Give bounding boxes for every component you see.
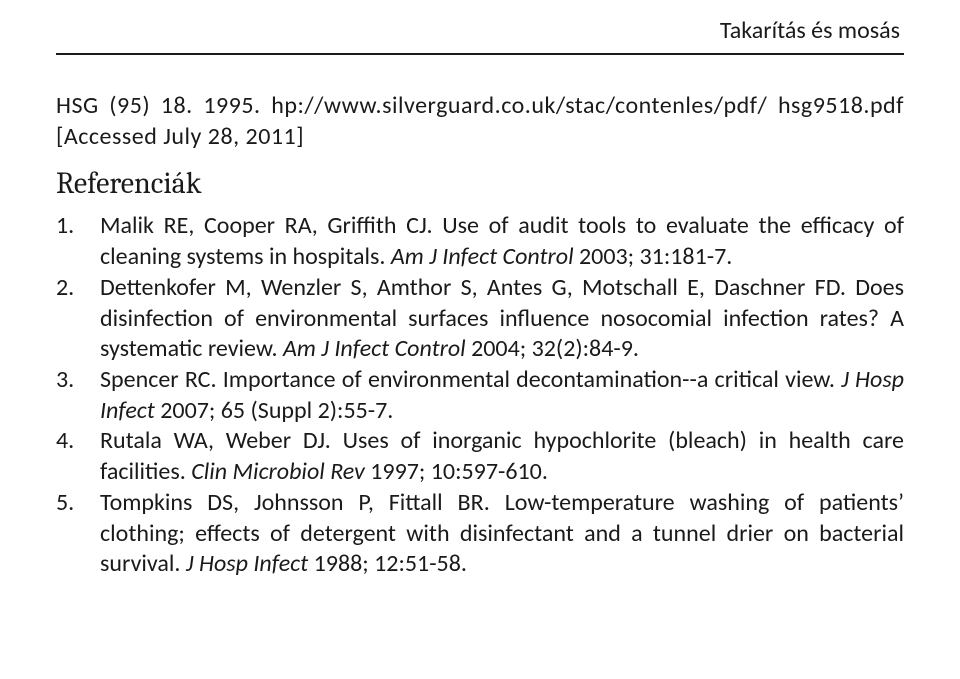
reference-item: Spencer RC. Importance of environmental … [100, 365, 904, 426]
intro-text-b: p://www.silverguard.co.uk/sta [284, 91, 595, 120]
reference-item: Rutala WA, Weber DJ. Uses of inorganic h… [100, 426, 904, 487]
reference-text: 2004; 32(2):84-9. [466, 334, 639, 363]
reference-journal: J Hosp Infect [186, 549, 308, 578]
reference-text: 2007; 65 (Suppl 2):55-7. [155, 396, 394, 425]
intro-text-c: c/conten [595, 91, 685, 120]
reference-text: 1997; 10:597-610. [365, 457, 548, 486]
reference-item: Dettenkofer M, Wenzler S, Amthor S, Ante… [100, 273, 904, 365]
reference-journal: Clin Microbiol Rev [191, 457, 365, 486]
running-head: Takarítás és mosás [56, 16, 904, 45]
section-title: Referenciák [56, 166, 904, 201]
reference-text: 1988; 12:51-58. [308, 549, 467, 578]
reference-journal: Am J Infect Control [391, 242, 574, 271]
header-rule [56, 53, 904, 55]
intro-paragraph: HSG (95) 18. 1995. hp://www.silverguard.… [56, 91, 904, 152]
intro-text-d: les/pdf/ [685, 91, 767, 120]
reference-list: Malik RE, Cooper RA, Griffith CJ. Use of… [56, 211, 904, 580]
reference-journal: Am J Infect Control [283, 334, 466, 363]
reference-item: Malik RE, Cooper RA, Griffith CJ. Use of… [100, 211, 904, 272]
reference-text: 2003; 31:181-7. [574, 242, 733, 271]
intro-text-a: HSG (95) 18. 1995. h [56, 91, 284, 120]
reference-item: Tompkins DS, Johnsson P, Fittall BR. Low… [100, 488, 904, 580]
reference-text: Spencer RC. Importance of environmental … [100, 365, 841, 394]
page-container: Takarítás és mosás HSG (95) 18. 1995. hp… [0, 0, 960, 679]
